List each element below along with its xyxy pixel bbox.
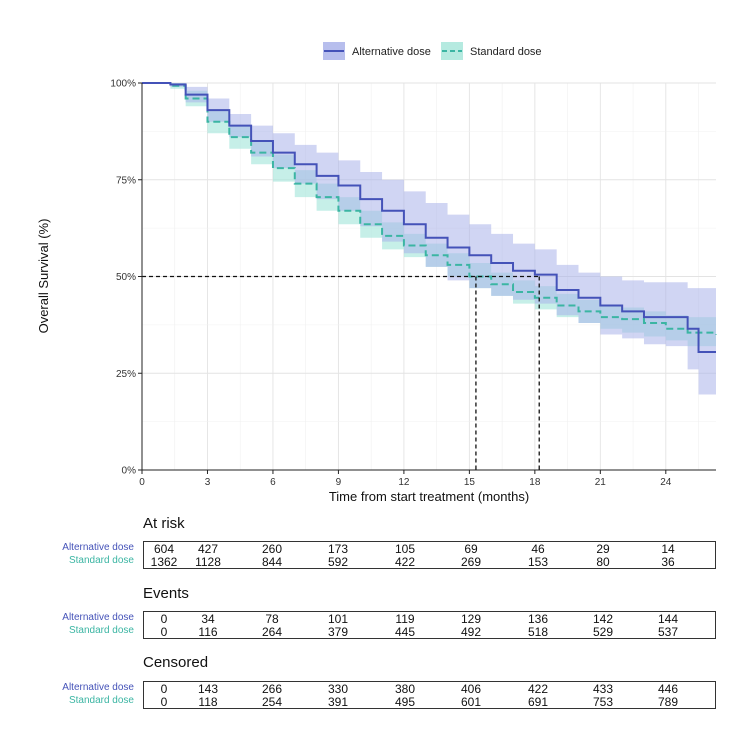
events-alt-label: Alternative dose: [62, 612, 134, 623]
table-cell-std: 789: [657, 695, 679, 709]
table-cell-alt: 604: [153, 542, 175, 556]
table-cell-std: 495: [394, 695, 416, 709]
censored-title: Censored: [143, 654, 209, 671]
median-lines: [142, 275, 540, 470]
censored-table: 0 143 266 330 380 406 422 433 446 0 118 254 391 495 60…: [143, 681, 716, 709]
table-cell-std: 254: [261, 695, 283, 709]
table-cell-std: 445: [394, 625, 416, 639]
table-cell-alt: 136: [527, 612, 549, 626]
table-cell-std: 379: [327, 625, 349, 639]
table-cell-alt: 144: [657, 612, 679, 626]
events-std-label: Standard dose: [68, 625, 134, 636]
table-cell-alt: 78: [265, 612, 279, 626]
x-axis-label: Time from start treatment (months): [329, 489, 529, 504]
y-tick-label: 50%: [116, 272, 136, 283]
x-tick-label: 24: [660, 477, 672, 488]
table-cell-alt: 380: [394, 682, 416, 696]
y-axis-label: Overall Survival (%): [36, 219, 51, 334]
table-cell-alt: 446: [657, 682, 679, 696]
x-tick-label: 0: [139, 477, 145, 488]
table-cell-alt: 29: [596, 542, 610, 556]
table-cell-alt: 173: [327, 542, 349, 556]
table-cell-alt: 0: [160, 612, 168, 626]
at-risk-table: 604 427 260 173 105 69 46 29 14 1362 1128 844 592 422…: [143, 541, 716, 569]
table-cell-std: 116: [198, 625, 218, 639]
table-cell-alt: 34: [201, 612, 215, 626]
y-tick-label: 0%: [122, 466, 137, 477]
table-cell-std: 529: [592, 625, 614, 639]
table-cell-alt: 69: [464, 542, 478, 556]
table-cell-std: 118: [198, 695, 218, 709]
table-cell-std: 492: [460, 625, 482, 639]
table-cell-alt: 406: [460, 682, 482, 696]
survival-chart: 0 3 6 9 12 15 18 21 24 0% 25% 50% 75% 100% Alternativ…: [36, 42, 717, 504]
table-cell-std: 537: [657, 625, 679, 639]
events-table: 0 34 78 101 119 129 136 142 144 0 116 264 379 445 492 5…: [143, 611, 716, 639]
legend: Alternative dose Standard dose: [323, 42, 542, 60]
table-cell-std: 36: [661, 555, 675, 569]
y-tick-label: 75%: [116, 175, 136, 186]
table-cell-alt: 129: [460, 612, 482, 626]
x-tick-label: 15: [464, 477, 476, 488]
table-cell-alt: 260: [261, 542, 283, 556]
table-cell-alt: 330: [327, 682, 349, 696]
legend-alternative: Alternative dose: [323, 42, 431, 60]
x-tick-label: 18: [529, 477, 541, 488]
table-cell-alt: 0: [160, 682, 168, 696]
survival-lines: [142, 82, 717, 353]
x-tick-label: 9: [336, 477, 342, 488]
censored-alt-label: Alternative dose: [62, 682, 134, 693]
table-cell-std: 753: [592, 695, 614, 709]
y-tick-label: 25%: [116, 369, 136, 380]
legend-standard-label: Standard dose: [470, 46, 542, 58]
survival-line-standard: [142, 82, 717, 335]
table-cell-std: 422: [394, 555, 416, 569]
axes: 0 3 6 9 12 15 18 21 24 0% 25% 50% 75% 100%: [110, 79, 716, 488]
table-cell-std: 1362: [150, 555, 178, 569]
table-cell-std: 391: [327, 695, 349, 709]
table-cell-alt: 266: [261, 682, 283, 696]
table-cell-alt: 14: [661, 542, 675, 556]
table-cell-alt: 422: [527, 682, 549, 696]
table-cell-std: 844: [261, 555, 283, 569]
table-cell-alt: 143: [197, 682, 219, 696]
table-cell-std: 601: [460, 695, 482, 709]
table-cell-alt: 142: [592, 612, 614, 626]
table-cell-std: 153: [527, 555, 549, 569]
table-cell-std: 1128: [195, 555, 221, 569]
table-cell-alt: 46: [531, 542, 545, 556]
table-cell-std: 691: [527, 695, 549, 709]
table-cell-alt: 105: [394, 542, 416, 556]
x-tick-label: 21: [595, 477, 607, 488]
legend-standard: Standard dose: [441, 42, 542, 60]
table-cell-alt: 433: [592, 682, 614, 696]
survival-line-alternative: [142, 82, 716, 353]
table-cell-std: 0: [160, 695, 168, 709]
table-cell-std: 592: [327, 555, 349, 569]
table-cell-alt: 101: [327, 612, 349, 626]
table-cell-alt: 119: [395, 612, 415, 626]
at-risk-alt-label: Alternative dose: [62, 542, 134, 553]
at-risk-std-label: Standard dose: [68, 555, 134, 566]
table-cell-std: 264: [261, 625, 283, 639]
censored-std-label: Standard dose: [68, 695, 134, 706]
table-cell-std: 269: [460, 555, 482, 569]
events-title: Events: [143, 585, 189, 602]
table-cell-std: 0: [160, 625, 168, 639]
legend-alternative-label: Alternative dose: [352, 46, 431, 58]
table-cell-std: 80: [596, 555, 610, 569]
x-tick-label: 3: [205, 477, 211, 488]
x-tick-label: 12: [398, 477, 410, 488]
table-cell-std: 518: [527, 625, 549, 639]
y-tick-label: 100%: [110, 79, 136, 90]
x-tick-label: 6: [270, 477, 276, 488]
table-cell-alt: 427: [197, 542, 219, 556]
at-risk-title: At risk: [143, 515, 185, 532]
